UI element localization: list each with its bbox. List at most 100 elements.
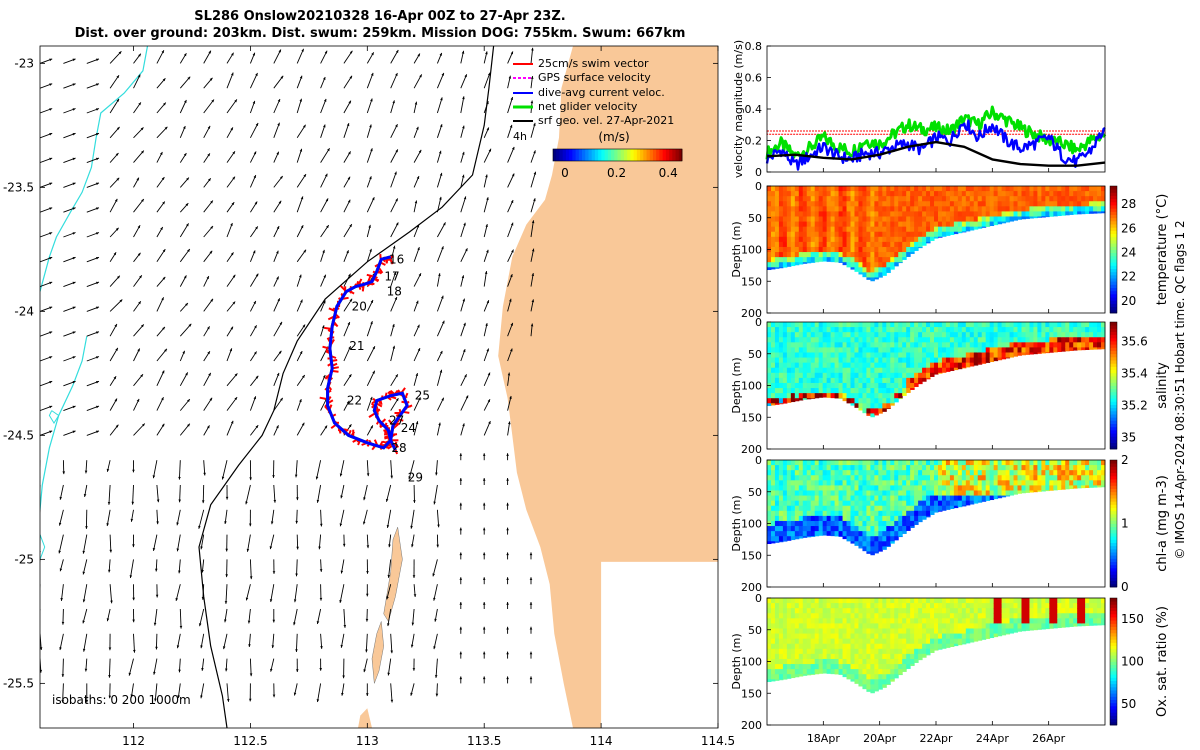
section-cell — [894, 526, 899, 532]
section-cell — [1009, 475, 1015, 481]
section-cell — [822, 664, 828, 670]
section-cell — [874, 186, 879, 192]
section-cell — [1017, 322, 1022, 328]
section-cell — [806, 252, 812, 258]
section-cell — [1061, 201, 1066, 207]
vector-head — [72, 331, 76, 334]
section-cell — [1025, 322, 1030, 328]
vector-head — [106, 468, 110, 472]
section-cell — [886, 393, 891, 399]
section-cell — [1013, 337, 1019, 343]
section-cell — [882, 372, 887, 379]
section-cell — [862, 480, 867, 486]
section-cell — [854, 382, 859, 389]
section-cell — [910, 505, 915, 512]
section-cell — [997, 352, 1003, 359]
section-cell — [810, 332, 816, 338]
section-cell — [941, 196, 947, 202]
vector-head — [154, 698, 157, 702]
vector-head — [461, 174, 465, 178]
vector-head — [133, 649, 136, 653]
section-cell — [866, 221, 871, 228]
section-cell — [1037, 337, 1042, 343]
section-cell — [874, 393, 879, 399]
section-cell — [949, 201, 955, 207]
section-cell — [774, 613, 780, 619]
section-cell — [802, 252, 808, 258]
section-cell — [862, 531, 867, 537]
section-cell — [810, 460, 816, 466]
day-label: 18 — [387, 285, 402, 299]
section-cell — [953, 221, 959, 228]
vector-head — [276, 425, 279, 429]
section-cell — [826, 327, 832, 333]
section-cell — [922, 231, 927, 238]
vector-head — [49, 58, 53, 62]
section-cell — [786, 388, 792, 394]
section-cell — [1013, 332, 1019, 338]
section-cell — [870, 551, 875, 556]
section-cell — [910, 465, 915, 471]
section-cell — [914, 186, 919, 192]
section-cell — [862, 505, 867, 512]
section-cell — [910, 367, 915, 374]
section-cell — [767, 377, 772, 384]
section-cell — [910, 480, 915, 486]
section-cell — [786, 347, 792, 353]
section-cell — [898, 526, 903, 532]
section-cell — [898, 196, 903, 202]
velocity-ytick-label: 0.2 — [745, 135, 763, 148]
section-cell — [834, 526, 840, 532]
section-cell — [981, 196, 987, 202]
section-cell — [1089, 347, 1094, 350]
section-cell — [937, 460, 943, 466]
section-cell — [1033, 347, 1038, 353]
section-cell — [870, 347, 875, 353]
section-cell — [854, 505, 859, 512]
section-cell — [806, 500, 812, 507]
section-cell — [886, 201, 891, 207]
section-cell — [922, 475, 927, 481]
section-cell — [973, 186, 979, 192]
section-cell — [1089, 196, 1094, 202]
section-cell — [1021, 337, 1026, 343]
section-cell — [878, 362, 883, 369]
section-cell — [993, 216, 999, 223]
section-cell — [838, 377, 844, 384]
section-cell — [850, 531, 855, 537]
vector-head — [392, 345, 396, 349]
section-cell — [965, 357, 971, 364]
section-colorbar-cell — [1110, 466, 1117, 470]
section-cell — [890, 393, 895, 399]
section-ytick-label: 100 — [741, 518, 762, 531]
section-cell — [961, 206, 967, 212]
section-cell — [842, 372, 848, 379]
vector-head — [392, 245, 396, 249]
section-cell — [862, 541, 867, 547]
section-cell — [886, 495, 891, 502]
section-cell — [918, 505, 923, 512]
section-cell — [814, 372, 820, 379]
vector-head — [162, 78, 166, 82]
section-cell — [794, 465, 800, 471]
section-cell — [878, 520, 883, 527]
section-cell — [826, 520, 832, 527]
section-cell — [862, 246, 867, 253]
section-cell — [1061, 191, 1066, 197]
section-cell — [977, 322, 983, 328]
vector-head — [254, 351, 257, 355]
section-cell — [906, 382, 911, 389]
section-cell — [1045, 201, 1050, 207]
section-cell — [862, 460, 867, 466]
vector-head — [246, 548, 250, 552]
section-cell — [910, 337, 915, 343]
section-cell — [973, 327, 979, 333]
section-cell — [826, 357, 832, 364]
section-cell — [870, 252, 875, 258]
section-cell — [898, 382, 903, 389]
section-cell — [767, 679, 772, 683]
section-cell — [953, 191, 959, 197]
section-cell — [842, 398, 848, 402]
section-cell — [774, 337, 780, 343]
section-cell — [782, 357, 788, 364]
